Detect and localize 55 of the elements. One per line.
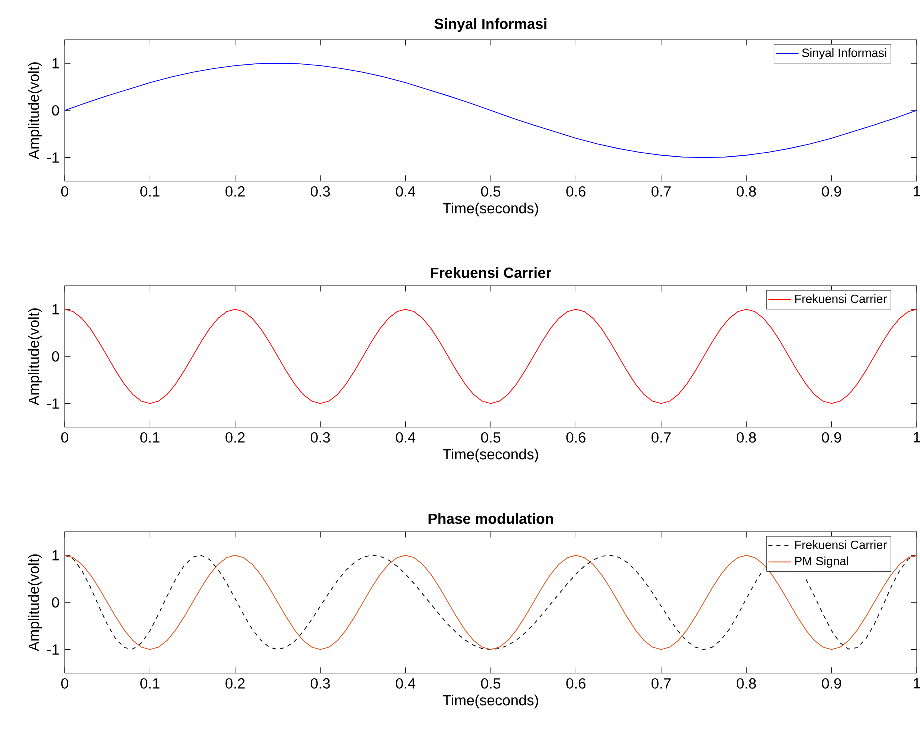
x-tick-label: 0.5 xyxy=(481,186,501,197)
y-axis-title: Amplitude(volt) xyxy=(28,554,42,652)
y-tick-label: -1 xyxy=(47,644,60,655)
x-tick-label: 0.8 xyxy=(736,186,756,197)
x-tick-label: 0.4 xyxy=(396,432,416,443)
x-tick-label: 0.1 xyxy=(140,186,160,197)
x-tick-label: 0.6 xyxy=(566,678,586,689)
y-tick-label: 1 xyxy=(52,304,60,315)
x-tick-label: 0.7 xyxy=(652,432,671,443)
x-tick-label: 0.3 xyxy=(310,432,330,443)
x-tick-label: 0.3 xyxy=(310,678,330,689)
y-tick-label: 1 xyxy=(52,58,60,69)
x-tick-label: 0 xyxy=(61,186,68,197)
x-tick-label: 0.7 xyxy=(652,678,671,689)
x-tick-label: 0.2 xyxy=(226,678,245,689)
x-tick-label: 0.8 xyxy=(736,432,756,443)
legend-label: Frekuensi Carrier xyxy=(795,540,887,550)
x-tick-label: 0 xyxy=(61,432,68,443)
legend-label: PM Signal xyxy=(795,556,848,568)
x-tick-label: 0.7 xyxy=(652,186,671,197)
y-tick-label: 0 xyxy=(52,351,60,362)
x-tick-label: 0.5 xyxy=(481,678,501,689)
x-tick-label: 0.2 xyxy=(226,186,245,197)
y-tick-label: 1 xyxy=(52,550,60,561)
x-tick-label: 0.1 xyxy=(140,432,160,443)
y-tick-label: 0 xyxy=(52,105,60,116)
x-tick-label: 0.2 xyxy=(226,432,245,443)
x-axis-title: Time(seconds) xyxy=(443,448,538,463)
y-axis-title: Amplitude(volt) xyxy=(28,62,42,160)
x-tick-label: 0.9 xyxy=(822,678,842,689)
x-tick-label: 0 xyxy=(61,678,68,689)
x-tick-label: 0.3 xyxy=(310,186,330,197)
x-tick-label: 0.6 xyxy=(566,186,586,197)
chart-title: Sinyal Informasi xyxy=(434,18,547,32)
chart-title: Phase modulation xyxy=(428,513,554,524)
y-axis-title: Amplitude(volt) xyxy=(28,308,42,406)
x-tick-label: 0.9 xyxy=(822,432,842,443)
x-tick-label: 1 xyxy=(914,186,920,197)
x-axis-title: Time(seconds) xyxy=(443,694,538,709)
x-tick-label: 1 xyxy=(914,678,920,689)
x-tick-label: 0.9 xyxy=(822,186,842,197)
x-tick-label: 0.8 xyxy=(736,678,756,689)
y-tick-label: -1 xyxy=(47,152,60,163)
y-tick-label: -1 xyxy=(47,398,60,409)
legend-label: Sinyal Informasi xyxy=(802,48,886,60)
x-tick-label: 0.4 xyxy=(396,678,416,689)
y-tick-label: 0 xyxy=(52,597,60,608)
x-tick-label: 0.6 xyxy=(566,432,586,443)
x-axis-title: Time(seconds) xyxy=(443,202,538,217)
x-tick-label: 0.4 xyxy=(396,186,416,197)
legend-label: Frekuensi Carrier xyxy=(795,294,887,304)
x-tick-label: 1 xyxy=(914,432,920,443)
x-tick-label: 0.1 xyxy=(140,678,160,689)
chart-title: Frekuensi Carrier xyxy=(431,267,552,278)
x-tick-label: 0.5 xyxy=(481,432,501,443)
